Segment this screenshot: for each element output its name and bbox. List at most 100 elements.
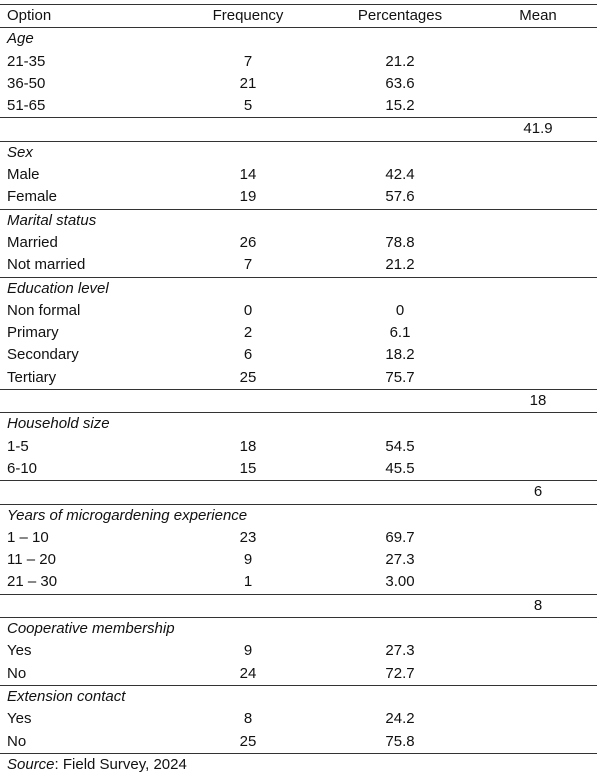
section-title: Years of microgardening experience: [7, 506, 248, 524]
mean-row: 18: [0, 389, 597, 412]
cell-text: 25: [239, 732, 257, 750]
data-row: Married 26 78.8: [0, 232, 597, 254]
section-row: Education level: [0, 276, 597, 300]
header-cell: Mean: [519, 7, 557, 24]
cell-text: 7: [243, 256, 253, 274]
mean-value: 8: [533, 596, 543, 614]
cell-text: 0: [395, 301, 405, 319]
cell-text: 72.7: [385, 664, 415, 682]
cell-text: 5: [243, 97, 253, 115]
cell-text: 21.2: [385, 52, 415, 70]
cell-text: 63.6: [385, 74, 415, 92]
cell-text: 9: [243, 551, 253, 569]
data-row: Secondary 6 18.2: [0, 344, 597, 366]
mean-value: 41.9: [523, 120, 553, 138]
cell-text: 27.3: [385, 551, 415, 569]
header-cell: Option: [7, 7, 52, 24]
cell-text: 1 – 10: [7, 528, 49, 546]
cell-text: 42.4: [385, 166, 415, 184]
cell-text: 3.00: [385, 573, 415, 591]
source-row: Source: Field Survey, 2024: [0, 752, 597, 776]
cell-text: 6-10: [7, 459, 38, 477]
data-row: No 24 72.7: [0, 663, 597, 685]
cell-text: Not married: [7, 256, 86, 274]
data-row: 21 – 30 1 3.00: [0, 571, 597, 593]
cell-text: No: [7, 732, 27, 750]
cell-text: Non formal: [7, 301, 81, 319]
cell-text: Married: [7, 233, 58, 251]
cell-text: No: [7, 664, 27, 682]
cell-text: 21.2: [385, 256, 415, 274]
header-row: Option Frequency Percentages Mean: [0, 4, 597, 27]
data-row: Primary 2 6.1: [0, 322, 597, 344]
cell-text: 75.8: [385, 732, 415, 750]
cell-text: 23: [239, 528, 257, 546]
cell-text: 75.7: [385, 368, 415, 386]
cell-text: Secondary: [7, 346, 79, 364]
cell-text: Female: [7, 188, 58, 206]
cell-text: 15.2: [385, 97, 415, 115]
cell-text: 1-5: [7, 437, 29, 455]
mean-row: 41.9: [0, 117, 597, 140]
cell-text: 21-35: [7, 52, 46, 70]
cell-text: Yes: [7, 710, 32, 728]
section-title: Sex: [7, 143, 33, 161]
data-row: 11 – 20 9 27.3: [0, 549, 597, 571]
section-title: Education level: [7, 279, 109, 297]
cell-text: 36-50: [7, 74, 46, 92]
header-cell: Frequency: [212, 7, 284, 24]
source: Source: Field Survey, 2024: [7, 754, 187, 776]
section-row: Household size: [0, 412, 597, 435]
cell-text: 51-65: [7, 97, 46, 115]
source-text: : Field Survey, 2024: [54, 755, 187, 773]
data-row: Yes 9 27.3: [0, 640, 597, 662]
cell-text: Primary: [7, 324, 59, 342]
cell-text: 1: [243, 573, 253, 591]
section-title: Age: [7, 30, 34, 48]
data-row: 6-10 15 45.5: [0, 458, 597, 480]
data-row: Tertiary 25 75.7: [0, 367, 597, 389]
mean-row: 6: [0, 480, 597, 503]
cell-text: Male: [7, 166, 40, 184]
data-row: Yes 8 24.2: [0, 708, 597, 730]
cell-text: 2: [243, 324, 253, 342]
cell-text: 21: [239, 74, 257, 92]
data-row: 36-50 21 63.6: [0, 73, 597, 95]
cell-text: 24.2: [385, 710, 415, 728]
section-title: Extension contact: [7, 687, 126, 705]
data-row: Female 19 57.6: [0, 186, 597, 208]
cell-text: 69.7: [385, 528, 415, 546]
header-cell: Percentages: [357, 7, 443, 24]
section-row: Age: [0, 27, 597, 50]
cell-text: 14: [239, 166, 257, 184]
data-row: Non formal 0 0: [0, 300, 597, 322]
section-title: Household size: [7, 415, 110, 433]
cell-text: 27.3: [385, 642, 415, 660]
cell-text: 11 – 20: [7, 551, 56, 569]
cell-text: 18.2: [385, 346, 415, 364]
data-row: 51-65 5 15.2: [0, 95, 597, 117]
source-label: Source: [7, 755, 55, 773]
cell-text: 54.5: [385, 437, 415, 455]
section-row: Extension contact: [0, 684, 597, 708]
data-row: 1 – 10 23 69.7: [0, 527, 597, 549]
cell-text: 25: [239, 368, 257, 386]
cell-text: 19: [239, 188, 257, 206]
cell-text: 8: [243, 710, 253, 728]
cell-text: 6: [243, 346, 253, 364]
cell-text: 78.8: [385, 233, 415, 251]
section-title: Marital status: [7, 211, 97, 229]
cell-text: Tertiary: [7, 368, 57, 386]
cell-text: 9: [243, 642, 253, 660]
cell-text: 45.5: [385, 459, 415, 477]
cell-text: 15: [239, 459, 257, 477]
cell-text: 26: [239, 233, 257, 251]
section-row: Sex: [0, 140, 597, 164]
cell-text: 21 – 30: [7, 573, 58, 591]
cell-text: 18: [239, 437, 257, 455]
cell-text: 0: [243, 301, 253, 319]
mean-value: 6: [533, 483, 543, 501]
mean-value: 18: [529, 392, 547, 410]
section-row: Cooperative membership: [0, 617, 597, 640]
